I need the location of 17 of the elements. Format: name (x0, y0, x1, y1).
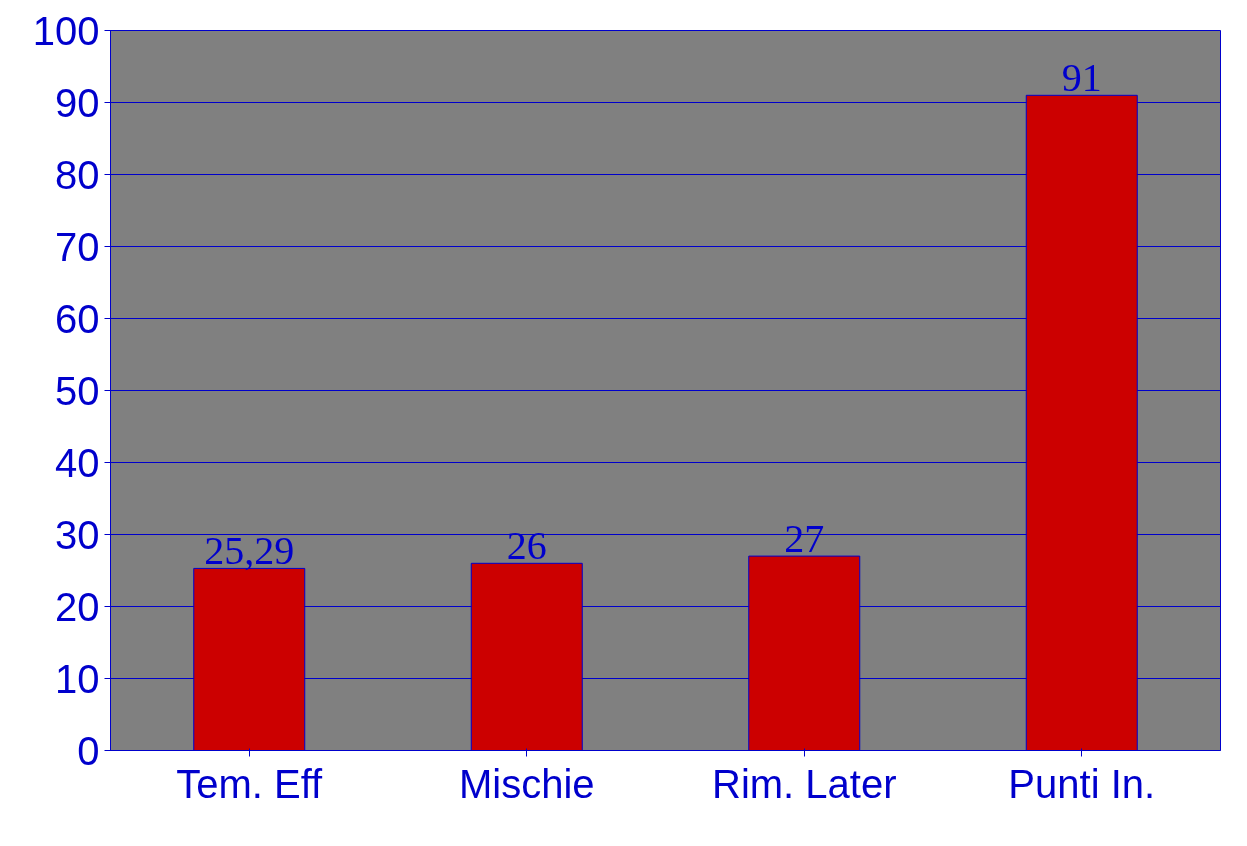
y-tick-label: 20 (55, 584, 100, 629)
y-tick-label: 90 (55, 80, 100, 125)
x-tick-label: Rim. Later (712, 761, 897, 806)
x-tick-label: Punti In. (1008, 761, 1156, 806)
y-tick-label: 30 (55, 512, 100, 557)
y-tick-label: 100 (32, 8, 100, 53)
y-tick-label: 60 (55, 296, 100, 341)
y-tick-label: 10 (55, 656, 100, 701)
y-tick-label: 0 (77, 728, 100, 773)
x-tick-label: Tem. Eff (176, 761, 324, 806)
y-tick-label: 80 (55, 152, 100, 197)
y-tick-label: 50 (55, 368, 100, 413)
data-label: 25,29 (204, 528, 295, 574)
data-label: 91 (1061, 55, 1102, 101)
y-tick-label: 40 (55, 440, 100, 485)
x-tick-label: Mischie (458, 761, 595, 806)
y-tick-label: 70 (55, 224, 100, 269)
